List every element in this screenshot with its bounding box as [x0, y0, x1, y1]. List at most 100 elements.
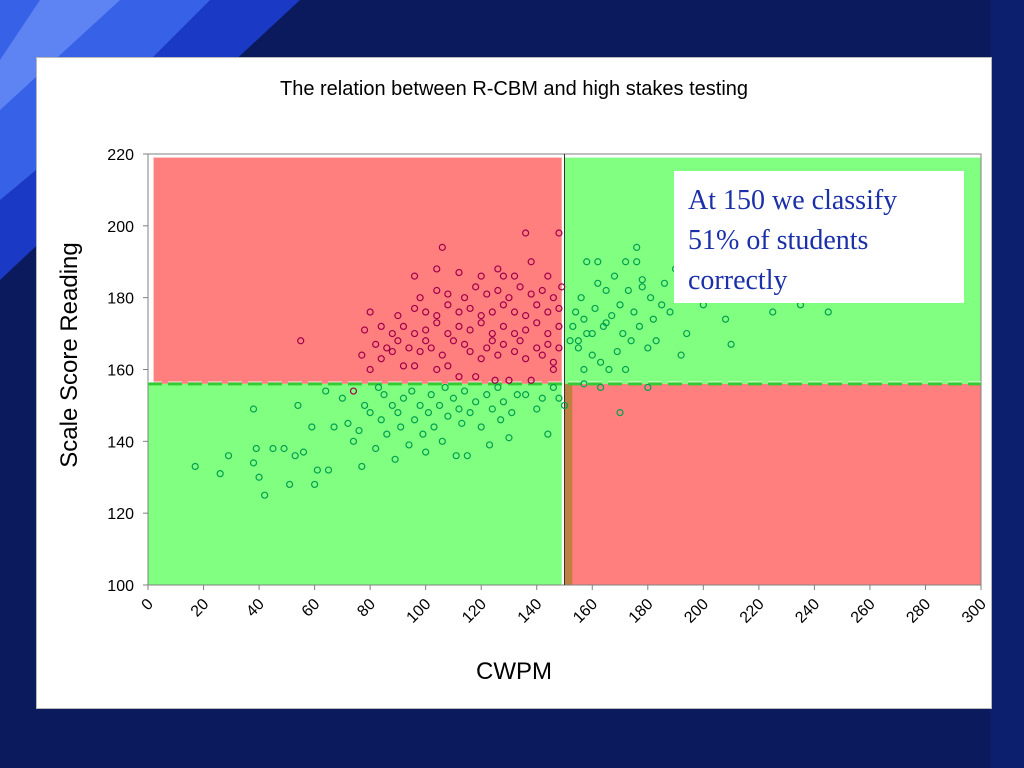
x-tick-label: 220 — [737, 596, 768, 627]
data-point — [555, 344, 563, 352]
data-point — [466, 326, 474, 334]
data-point — [658, 301, 666, 309]
x-tick-label: 20 — [188, 596, 213, 621]
data-point — [549, 365, 557, 374]
x-tick-label: 140 — [515, 596, 546, 627]
data-point — [635, 322, 644, 330]
data-point — [477, 319, 485, 327]
data-point — [602, 319, 610, 327]
data-point — [499, 322, 508, 330]
data-point — [588, 351, 596, 359]
x-tick-label: 180 — [626, 596, 657, 627]
data-point — [510, 272, 519, 280]
data-point — [483, 391, 491, 399]
data-point — [249, 405, 258, 413]
data-point — [677, 351, 685, 359]
data-point — [399, 362, 408, 370]
data-point — [466, 409, 474, 417]
y-tick-label: 140 — [107, 434, 134, 451]
data-point — [522, 355, 530, 363]
data-point — [472, 398, 480, 406]
data-point — [488, 308, 496, 316]
data-point — [513, 391, 521, 399]
data-point — [397, 423, 405, 431]
x-tick-label: 160 — [570, 596, 601, 627]
data-point — [399, 322, 408, 330]
data-point — [580, 380, 588, 388]
data-point — [449, 337, 458, 345]
data-point — [405, 344, 413, 352]
data-point — [394, 312, 402, 320]
chart-title: The relation between R-CBM and high stak… — [279, 78, 749, 100]
data-point — [594, 258, 602, 266]
data-point — [410, 304, 419, 313]
data-point — [477, 423, 485, 431]
data-point — [463, 452, 471, 460]
x-tick-label: 280 — [903, 596, 934, 627]
data-point — [627, 337, 635, 345]
data-point — [624, 286, 632, 295]
data-point — [549, 383, 557, 392]
data-point — [433, 286, 441, 295]
data-point — [646, 294, 655, 302]
y-tick-label: 160 — [107, 363, 134, 380]
data-point — [610, 272, 619, 280]
data-point — [422, 326, 430, 334]
x-tick-label: 100 — [404, 596, 435, 627]
data-point — [452, 452, 460, 460]
data-point — [377, 416, 385, 424]
data-point — [433, 312, 441, 320]
data-point — [580, 315, 588, 323]
data-point — [349, 437, 358, 445]
data-point — [472, 283, 480, 291]
data-point — [621, 365, 630, 374]
y-tick-label: 120 — [107, 506, 134, 523]
data-point — [555, 304, 563, 313]
data-point — [377, 322, 385, 330]
data-point — [574, 344, 582, 352]
data-point — [824, 308, 832, 316]
data-point — [466, 304, 474, 313]
data-point — [422, 337, 430, 345]
annotation-box: At 150 we classify 51% of students corre… — [674, 171, 964, 303]
data-point — [458, 419, 466, 427]
data-point — [649, 315, 657, 323]
data-point — [444, 290, 452, 298]
data-point — [516, 337, 524, 345]
data-point — [377, 355, 385, 363]
data-point — [613, 347, 621, 356]
data-point — [630, 308, 638, 316]
data-point — [444, 362, 452, 370]
data-point — [399, 394, 408, 402]
data-point — [477, 355, 485, 363]
data-point — [455, 308, 463, 316]
data-point — [544, 329, 552, 338]
data-point — [499, 340, 508, 348]
data-point — [555, 394, 563, 402]
data-point — [488, 337, 496, 345]
data-point — [286, 480, 294, 489]
data-point — [533, 405, 541, 413]
data-point — [427, 344, 435, 352]
y-tick-label: 220 — [107, 147, 134, 164]
data-point — [533, 301, 541, 309]
data-point — [660, 279, 669, 287]
data-point — [544, 308, 552, 316]
data-point — [483, 290, 491, 298]
data-point — [472, 373, 480, 381]
y-tick-label: 180 — [107, 291, 134, 308]
data-point — [388, 347, 396, 356]
data-point — [544, 430, 552, 438]
data-point — [433, 365, 441, 374]
data-point — [424, 409, 433, 417]
data-point — [394, 337, 402, 345]
data-point — [299, 448, 308, 456]
data-point — [438, 437, 446, 445]
data-point — [499, 272, 508, 280]
data-point — [444, 329, 452, 338]
data-point — [499, 301, 508, 309]
scatter-plot: 100 120 140 160 180 200 220 0 20 40 60 80 100 120 140 1… — [107, 147, 990, 627]
data-point — [388, 329, 396, 338]
data-point — [252, 444, 260, 453]
data-point — [644, 344, 652, 352]
